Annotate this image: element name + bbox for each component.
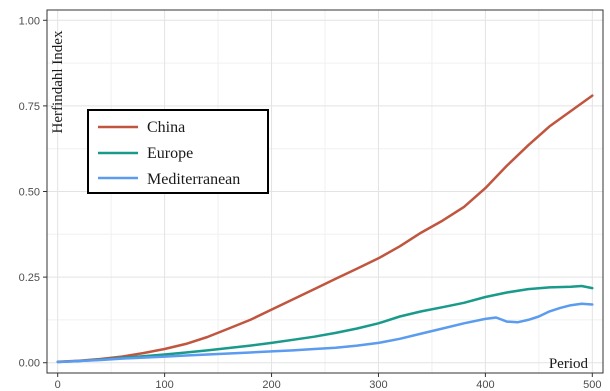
x-tick-label: 0: [55, 379, 61, 391]
legend-label-mediterranean: Mediterranean: [147, 171, 240, 188]
axis-ticks: [43, 19, 593, 377]
y-tick-label: 0.25: [19, 272, 40, 284]
x-tick-label: 200: [262, 379, 280, 391]
series-line-europe: [56, 284, 594, 364]
x-tick-label: 100: [155, 379, 173, 391]
y-tick-label: 0.75: [19, 101, 40, 113]
y-axis-title: Herfindahl Index: [50, 30, 66, 133]
x-tick-label: 500: [583, 379, 601, 391]
series-line-china: [56, 94, 594, 363]
series-line-mediterranean: [56, 302, 594, 364]
x-tick-labels: 0 100 200 300 400 500: [55, 379, 602, 391]
x-axis-title: Period: [549, 356, 589, 372]
y-tick-label: 0.50: [19, 187, 40, 199]
legend: China Europe Mediterranean: [87, 109, 269, 194]
legend-label-europe: Europe: [147, 145, 193, 162]
legend-label-china: China: [147, 119, 185, 136]
y-tick-label: 0.00: [19, 358, 40, 370]
grid-major: [47, 10, 603, 373]
x-tick-label: 400: [476, 379, 494, 391]
y-tick-labels: 0.00 0.25 0.50 0.75 1.00: [19, 15, 40, 369]
x-tick-label: 300: [369, 379, 387, 391]
y-tick-label: 1.00: [19, 15, 40, 27]
series-lines: [56, 94, 594, 364]
